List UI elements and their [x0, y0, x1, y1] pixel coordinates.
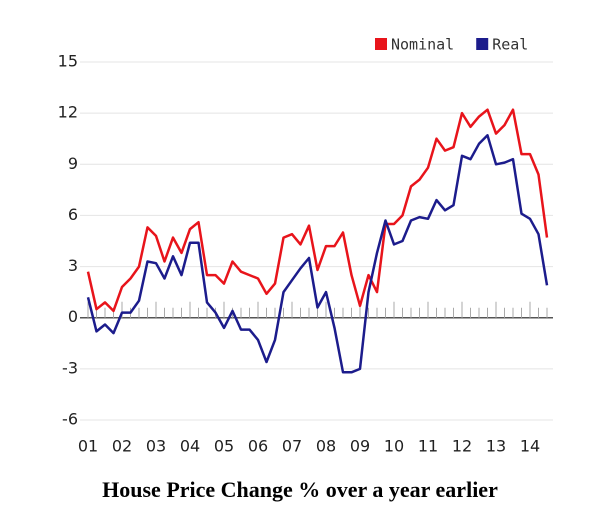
y-tick-label: 9: [68, 154, 78, 173]
x-tick-label: 12: [452, 437, 472, 456]
series-line: [86, 108, 549, 313]
legend-swatch: [476, 38, 489, 50]
y-tick-label: -3: [62, 358, 78, 377]
series-line: [86, 134, 549, 374]
x-tick-label: 03: [146, 437, 166, 456]
x-tick-label: 06: [248, 437, 268, 456]
x-tick-label: 09: [350, 437, 370, 456]
x-tick-label: 02: [112, 437, 132, 456]
legend-label: Real: [492, 36, 528, 54]
y-tick-label: 0: [68, 307, 78, 326]
x-tick-label: 05: [214, 437, 234, 456]
x-tick-label: 13: [486, 437, 506, 456]
chart-title: House Price Change % over a year earlier: [102, 477, 498, 502]
y-tick-label: 15: [58, 52, 78, 71]
y-tick-label: 6: [68, 205, 78, 224]
y-tick-label: -6: [62, 410, 78, 429]
x-tick-label: 07: [282, 437, 302, 456]
y-tick-label: 3: [68, 256, 78, 275]
x-tick-label: 10: [384, 437, 404, 456]
x-tick-label: 11: [418, 437, 438, 456]
x-tick-label: 14: [520, 437, 540, 456]
legend-label: Nominal: [391, 36, 454, 54]
x-tick-label: 04: [180, 437, 200, 456]
y-tick-label: 12: [58, 103, 78, 122]
x-tick-label: 08: [316, 437, 336, 456]
x-tick-label: 01: [78, 437, 98, 456]
legend-swatch: [375, 38, 387, 50]
